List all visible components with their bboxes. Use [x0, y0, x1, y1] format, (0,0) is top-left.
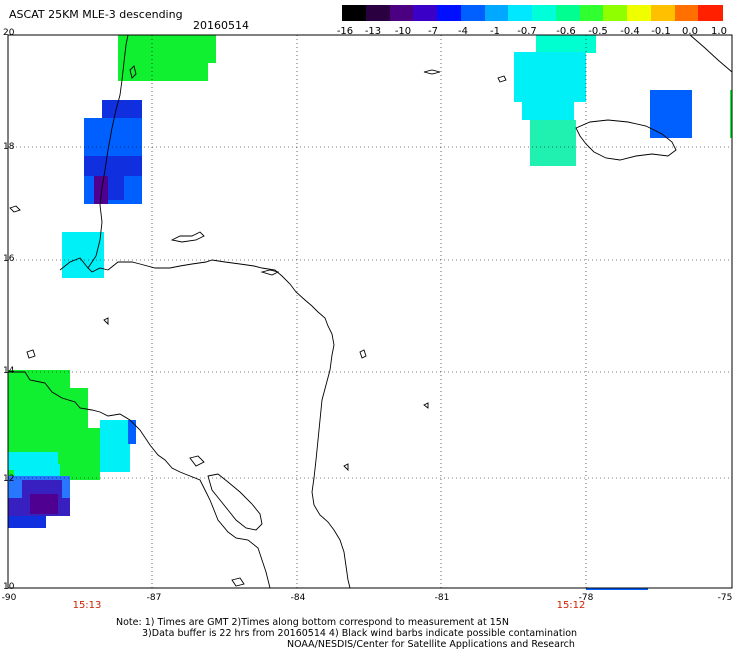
island-small-2	[359, 349, 367, 359]
wind-speed-cell	[94, 176, 108, 204]
colorbar-swatch	[413, 5, 438, 21]
wind-speed-cell	[14, 464, 60, 476]
product-date: 20160514	[193, 19, 249, 32]
wind-speed-cell	[8, 388, 88, 428]
wind-speed-cell	[650, 90, 692, 138]
colorbar-swatch	[484, 5, 509, 21]
island-small-3	[343, 463, 349, 472]
colorbar-tick-label: -0.4	[620, 26, 640, 37]
coast-belize-inner	[59, 257, 109, 273]
island-bay	[9, 205, 21, 213]
map-frame	[7, 34, 733, 589]
colorbar-swatch	[674, 5, 699, 21]
island-cozumel	[129, 65, 137, 79]
lon-label-78: -78	[578, 593, 594, 603]
coast-belize	[87, 34, 129, 269]
lon-label-84: -84	[290, 593, 306, 603]
lat-label-14: 14	[3, 366, 15, 376]
wind-speed-cell	[8, 516, 46, 528]
colorbar-swatch	[603, 5, 628, 21]
wind-speed-cell	[128, 420, 136, 444]
colorbar-swatch	[532, 5, 557, 21]
wind-speed-cell	[522, 102, 574, 120]
colorbar-swatch	[437, 5, 462, 21]
colorbar-swatch	[389, 5, 414, 21]
colorbar-swatch	[508, 5, 533, 21]
note-line-1: Note: 1) Times are GMT 2)Times along bot…	[116, 617, 509, 628]
colorbar-tick-label: -4	[458, 26, 468, 37]
wind-speed-cell	[118, 63, 208, 81]
lat-label-10: 10	[3, 582, 15, 592]
lat-label-12: 12	[3, 474, 15, 484]
island-jamaica	[575, 119, 677, 161]
graticule	[8, 35, 732, 588]
wind-speed-cell	[586, 588, 648, 590]
colorbar-swatch	[365, 5, 390, 21]
colorbar-swatch	[579, 5, 604, 21]
colorbar-tick-label: -0.6	[556, 26, 576, 37]
colorbar-swatch	[627, 5, 652, 21]
lon-label-81: -81	[434, 593, 450, 603]
wind-speed-cell	[514, 52, 586, 102]
lon-label-90: -90	[1, 593, 17, 603]
product-title: ASCAT 25KM MLE-3 descending	[9, 8, 183, 21]
colorbar-tick-label: -0.5	[588, 26, 608, 37]
note-line-3: NOAA/NESDIS/Center for Satellite Applica…	[287, 639, 575, 650]
colorbar-swatch	[650, 5, 675, 21]
island-small-7	[26, 349, 36, 359]
wind-speed-cell	[30, 494, 58, 514]
wind-speed-cell	[730, 90, 732, 138]
island-caymans	[423, 69, 441, 75]
colorbar-tick-label: -10	[394, 26, 412, 37]
lake-nicaragua	[207, 473, 263, 531]
island-small-1	[497, 75, 507, 83]
island-swan	[260, 269, 280, 276]
wind-speed-cell	[102, 100, 142, 118]
pass-time-west: 15:13	[72, 600, 102, 611]
lat-label-20: 20	[3, 28, 15, 38]
wind-speed-cell	[536, 35, 596, 53]
colorbar-tick-label: -0.7	[517, 26, 537, 37]
colorbar-swatch	[698, 5, 723, 21]
wind-speed-cell	[530, 120, 576, 166]
island-small-6	[231, 577, 245, 587]
lon-label-75: -75	[717, 593, 733, 603]
coast-yucatan	[7, 371, 271, 589]
colorbar-tick-label: -1	[490, 26, 500, 37]
colorbar-swatch	[460, 5, 485, 21]
wind-speed-cell	[62, 232, 104, 278]
lake-managua	[189, 455, 205, 467]
colorbar-tick-label: -0.1	[651, 26, 671, 37]
coast-cuba	[689, 34, 733, 73]
wind-speed-cell	[84, 156, 142, 176]
island-roatan	[170, 231, 205, 243]
colorbar-tick-label: 0.0	[682, 26, 698, 37]
pass-time-east: 15:12	[556, 600, 586, 611]
lat-label-16: 16	[3, 254, 15, 264]
lon-label-87: -87	[146, 593, 162, 603]
wind-speed-cell	[108, 176, 124, 200]
colorbar-swatch	[342, 5, 367, 21]
coast-honduras	[107, 259, 351, 589]
wind-speed-cell	[8, 370, 70, 388]
wind-speed-cell	[8, 428, 100, 452]
colorbar-tick-label: -13	[364, 26, 382, 37]
colorbar-tick-label: -16	[336, 26, 354, 37]
colorbar-tick-label: 1.0	[711, 26, 727, 37]
colorbar-swatch	[555, 5, 580, 21]
coastline	[7, 34, 733, 589]
colorbar-tick-label: -7	[428, 26, 438, 37]
lat-label-18: 18	[3, 142, 15, 152]
note-line-2: 3)Data buffer is 22 hrs from 20160514 4)…	[142, 628, 578, 639]
island-small-5	[103, 317, 109, 326]
wind-speed-cell	[100, 420, 130, 472]
island-small-4	[423, 402, 429, 409]
